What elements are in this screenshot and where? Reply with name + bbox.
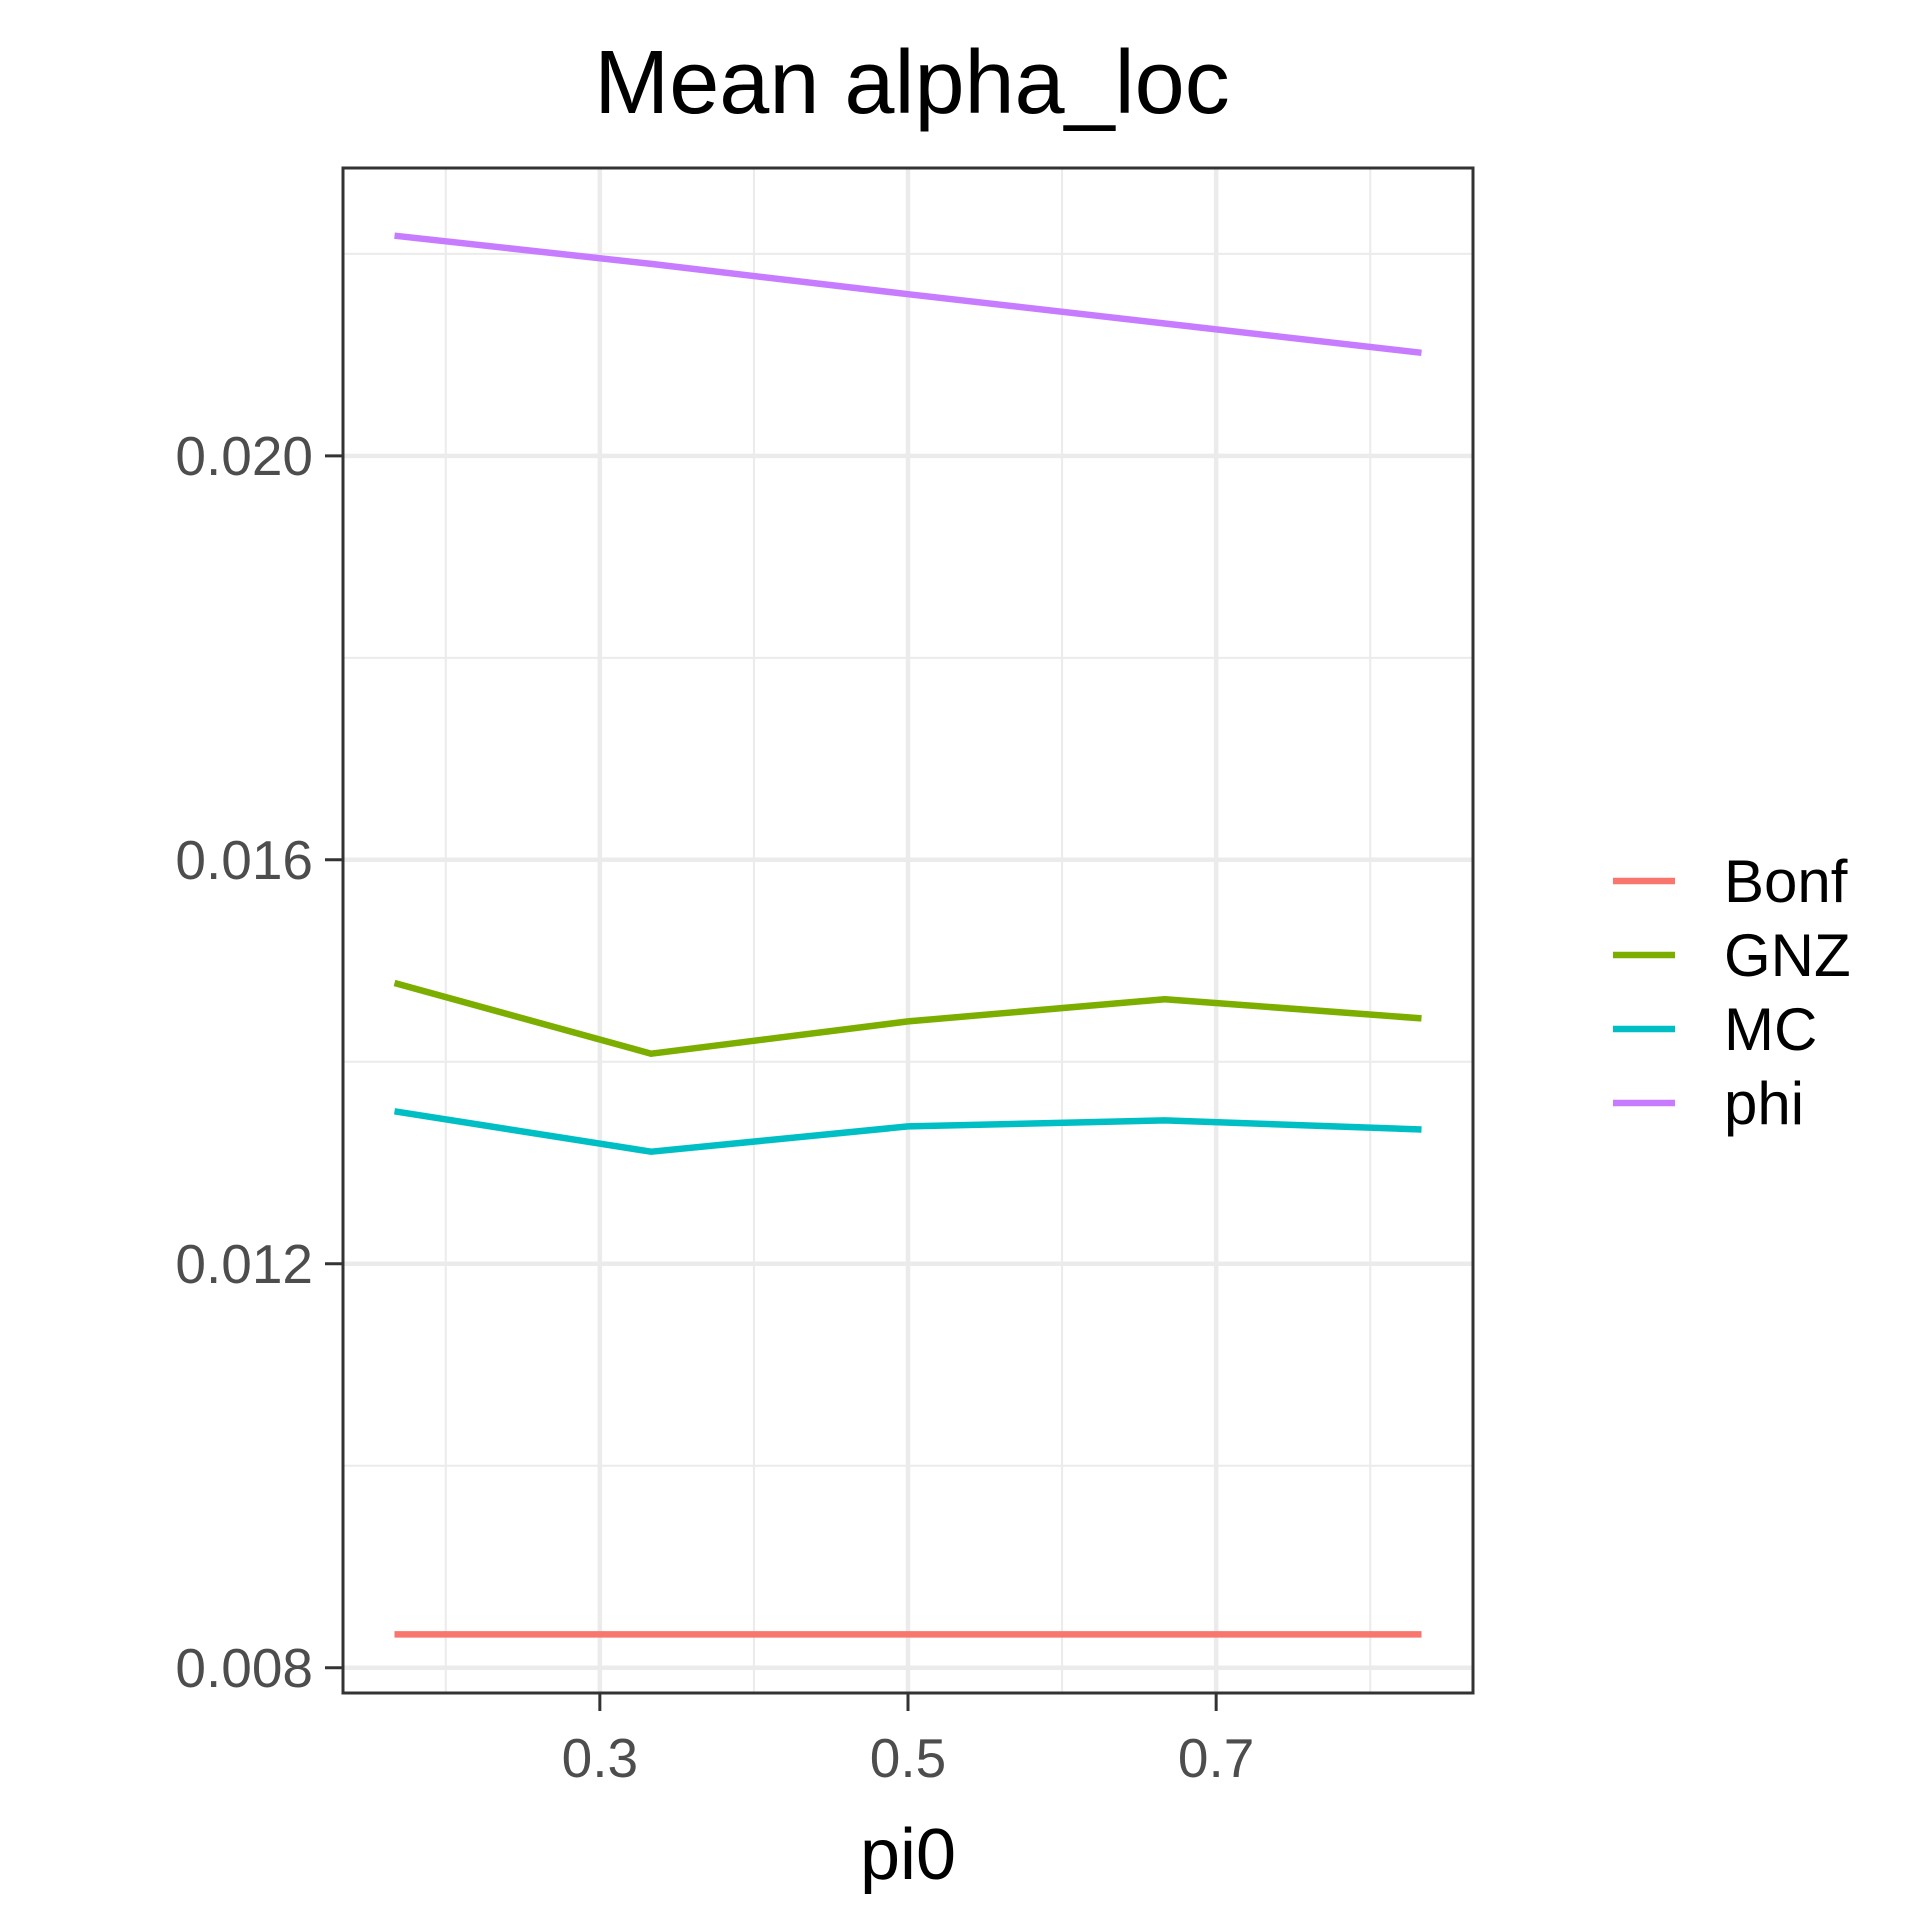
- x-axis: 0.3 0.5 0.7: [562, 1693, 1254, 1789]
- chart-title: Mean alpha_loc: [594, 33, 1229, 133]
- y-tick-label-1: 0.012: [175, 1233, 313, 1295]
- legend-label-gnz: GNZ: [1724, 922, 1851, 989]
- series-lines: [393, 232, 1422, 1638]
- x-axis-title: pi0: [860, 1815, 956, 1895]
- y-tick-label-0: 0.008: [175, 1637, 313, 1699]
- y-tick-label-3: 0.020: [175, 425, 313, 487]
- grid-major: [343, 168, 1473, 1693]
- x-tick-label-0: 0.3: [562, 1727, 638, 1789]
- series-line-gnz: [393, 979, 1422, 1057]
- y-tick-label-2: 0.016: [175, 829, 313, 891]
- legend-label-phi: phi: [1724, 1070, 1804, 1137]
- series-line-mc: [393, 1108, 1422, 1155]
- legend-label-mc: MC: [1724, 996, 1817, 1063]
- legend: Bonf GNZ MC phi: [1613, 848, 1851, 1137]
- x-tick-label-2: 0.7: [1178, 1727, 1254, 1789]
- legend-label-bonf: Bonf: [1724, 848, 1848, 915]
- x-tick-label-1: 0.5: [870, 1727, 946, 1789]
- series-line-phi: [394, 232, 1422, 357]
- y-axis: 0.008 0.012 0.016 0.020: [175, 425, 343, 1699]
